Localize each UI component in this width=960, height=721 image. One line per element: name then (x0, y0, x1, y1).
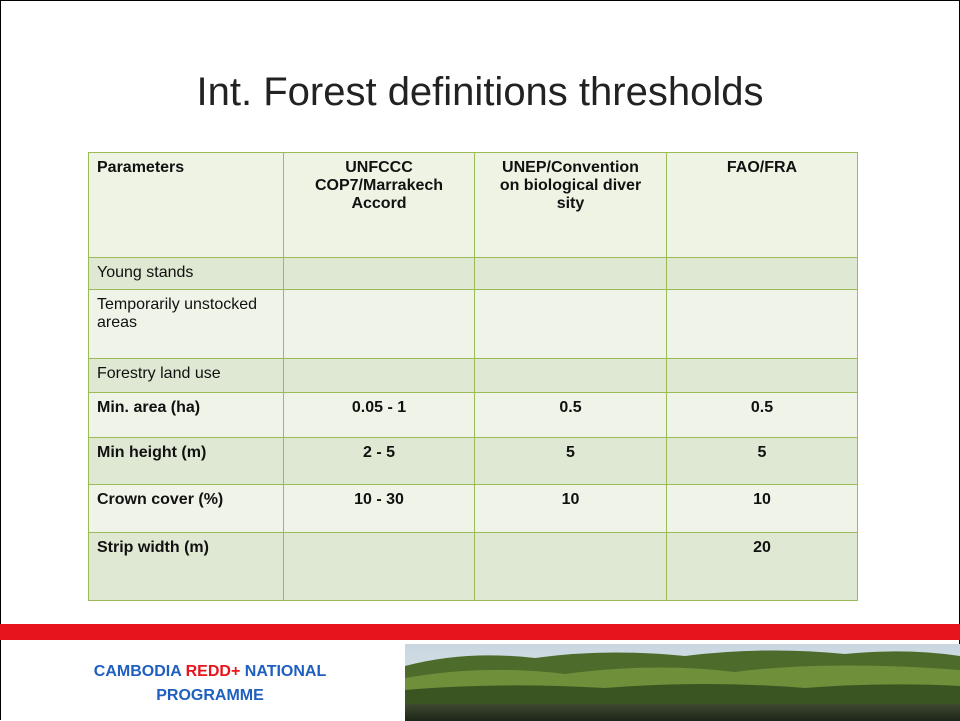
slide-title: Int. Forest definitions thresholds (0, 70, 960, 115)
table-cell: Temporarily unstocked areas (89, 290, 284, 359)
table-cell: 10 (667, 485, 858, 533)
table-cell: 0.05 - 1 (284, 393, 475, 438)
table-cell: 2 - 5 (284, 438, 475, 485)
forest-photo (405, 644, 960, 721)
table-cell (284, 359, 475, 393)
table-cell (475, 258, 667, 290)
table-cell: 10 - 30 (284, 485, 475, 533)
footer-word: CAMBODIA (94, 663, 181, 680)
table-cell (284, 258, 475, 290)
table-cell: Strip width (m) (89, 533, 284, 601)
table-row: Young stands (89, 258, 858, 290)
table-cell: Min. area (ha) (89, 393, 284, 438)
table-cell: Min height (m) (89, 438, 284, 485)
table-cell: Young stands (89, 258, 284, 290)
header-cell: Parameters (89, 153, 284, 258)
footer-word: NATIONAL (245, 663, 326, 680)
header-cell: UNEP/Convention on biological diversity (475, 153, 667, 258)
footer-text: CAMBODIA REDD+ NATIONAL PROGRAMME (40, 660, 380, 708)
table-cell: 10 (475, 485, 667, 533)
table-cell (475, 533, 667, 601)
header-cell: FAO/FRA (667, 153, 858, 258)
table-cell: 0.5 (475, 393, 667, 438)
table-cell: 5 (667, 438, 858, 485)
table-cell (667, 359, 858, 393)
red-bar (0, 624, 960, 640)
table-cell (475, 359, 667, 393)
table-cell (284, 290, 475, 359)
table-cell (667, 290, 858, 359)
footer-word: REDD+ (186, 663, 241, 680)
table-cell: 0.5 (667, 393, 858, 438)
header-cell: UNFCCC COP7/Marrakech Accord (284, 153, 475, 258)
table-cell (475, 290, 667, 359)
table-cell (284, 533, 475, 601)
table-cell: Crown cover (%) (89, 485, 284, 533)
table-row: Strip width (m) 20 (89, 533, 858, 601)
table-cell (667, 258, 858, 290)
table-row: Forestry land use (89, 359, 858, 393)
slide: Int. Forest definitions thresholds Param… (0, 0, 960, 721)
table-cell: 20 (667, 533, 858, 601)
table-cell: 5 (475, 438, 667, 485)
table-row: Temporarily unstocked areas (89, 290, 858, 359)
footer-word: PROGRAMME (156, 687, 264, 704)
table-cell: Forestry land use (89, 359, 284, 393)
